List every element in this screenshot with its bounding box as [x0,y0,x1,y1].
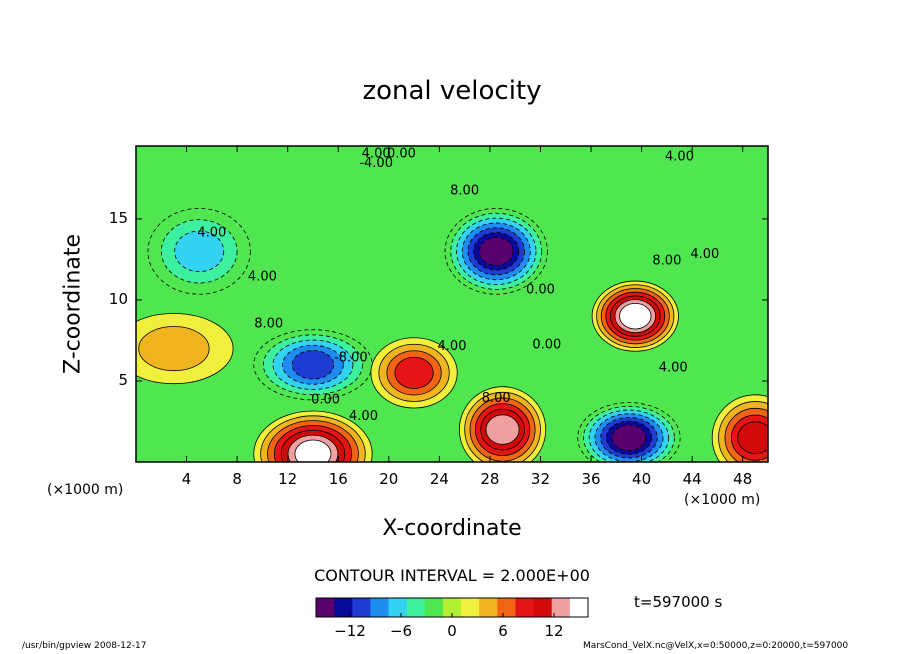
colorbar-swatch [334,598,353,617]
contour-level [138,326,210,372]
contour-label: 4.00 [362,146,391,161]
contour-level [478,237,514,266]
contour-label: 4.00 [349,409,378,424]
contour-label: 0.00 [532,338,561,353]
x-tick-label: 28 [480,470,500,488]
colorbar-swatch [461,598,480,617]
x-tick-label: 32 [530,470,551,488]
contour-label: 4.00 [438,339,467,354]
x-tick-label: 20 [379,470,399,488]
colorbar [315,597,589,618]
contour-label: 4.00 [248,270,277,285]
x-tick-label: 16 [328,470,348,488]
contour-label: 4.00 [659,360,688,375]
field-feature-minimum [577,402,681,462]
velocity-field [136,146,768,462]
field-feature-maximum [253,410,373,462]
colorbar-tick-label: −12 [334,622,366,640]
colorbar-swatch [442,598,462,617]
x-tick-label: 36 [581,470,601,488]
field-feature-maximum [136,313,234,385]
contour-level [291,350,335,380]
field-feature-maximum [370,337,458,409]
x-axis-label: X-coordinate [382,516,522,541]
colorbar-swatch [388,598,408,617]
contour-label: 4.00 [690,247,719,262]
x-tick-label: 40 [632,470,652,488]
field-feature-maximum [711,394,768,462]
contour-label: 0.00 [526,282,555,297]
colorbar-swatch [515,598,535,617]
contour-level [737,421,768,454]
x-tick-label: 48 [733,470,753,488]
field-feature-minimum [147,208,251,295]
contour-label: -8.00 [334,351,368,366]
field-feature-maximum [458,386,547,462]
y-tick-label: 5 [118,370,128,389]
colorbar-tick-label: 6 [498,622,508,640]
x-tick-label: 8 [232,470,242,488]
colorbar-swatch [497,598,516,617]
x-unit-label-right: (×1000 m) [684,492,761,508]
x-tick-label: 12 [278,470,298,488]
contour-label: 8.00 [450,184,479,199]
contour-level [294,439,332,462]
colorbar-swatch [551,598,571,617]
x-tick-label: 44 [682,470,702,488]
colorbar-swatch [370,598,390,617]
contour-label: 0.00 [311,393,340,408]
contour-label-group: 4.000.00 4.008.004.00-4.004.008.004.000.0… [197,146,719,424]
footer-source: MarsCond_VelX.nc@VelX,x=0:50000,z=0:2000… [583,641,849,651]
contour-level [394,356,434,389]
contour-level [619,302,652,330]
contour-label: 0.00 [387,146,416,161]
y-tick-label: 10 [108,289,128,308]
time-label: t=597000 s [634,593,723,611]
colorbar-swatch [406,598,426,617]
field-feature-minimum [253,329,373,401]
colorbar-tick-label: 12 [544,622,564,640]
colorbar-tick-label: 0 [447,622,457,640]
x-tick-label: 4 [181,470,192,488]
colorbar-swatch [424,598,444,617]
colorbar-swatch [569,598,589,617]
colorbar-swatch [533,598,553,617]
colorbar-tick-label: −6 [389,622,413,640]
contour-interval-label: CONTOUR INTERVAL = 2.000E+00 [314,566,590,585]
contour-label: 4.00 [197,226,226,241]
axis-ticks [136,146,768,462]
y-tick-label: 15 [108,208,128,227]
x-unit-label-left: (×1000 m) [47,482,124,498]
contour-label: 8.00 [254,316,283,331]
y-axis-label: Z-coordinate [60,234,86,374]
contour-label: 8.00 [482,391,511,406]
contour-level [174,230,225,273]
footer-program-date: /usr/bin/gpview 2008-12-17 [22,641,147,651]
contour-label: 8.00 [652,253,681,268]
chart-title: zonal velocity [362,76,542,106]
field-feature-minimum [444,208,548,295]
colorbar-swatch [479,598,498,617]
contour-label: 4.00 [665,150,694,165]
contour-label: -4.00 [359,156,393,171]
contour-level [611,424,647,451]
plot-frame [135,145,769,463]
contour-level [485,414,520,445]
colorbar-swatch [316,598,335,617]
field-feature-maximum [591,280,679,352]
colorbar-swatch [352,598,371,617]
x-tick-label: 24 [429,470,449,488]
